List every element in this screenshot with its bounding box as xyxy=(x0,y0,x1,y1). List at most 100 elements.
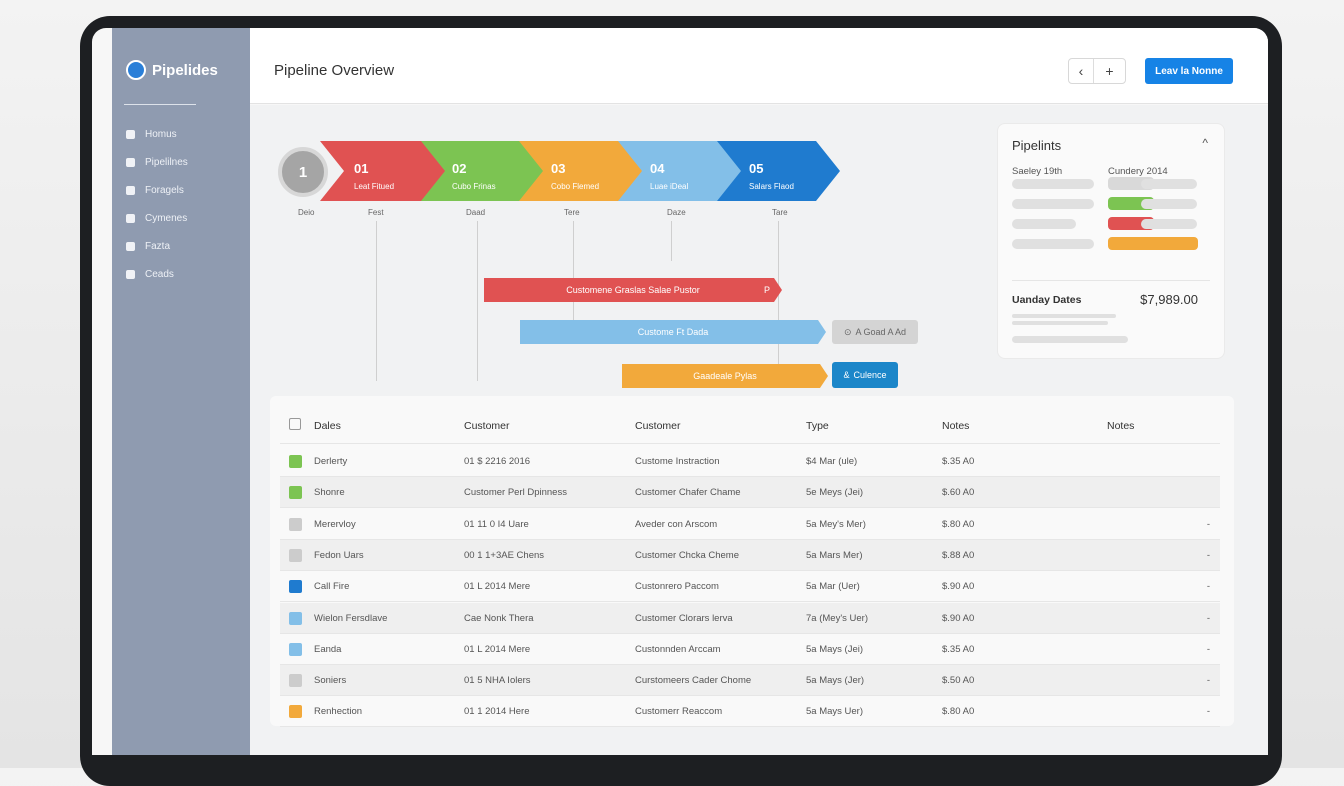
stage-number: 04 xyxy=(650,161,665,176)
placeholder-line xyxy=(1012,336,1128,343)
placeholder-bar xyxy=(1012,199,1094,209)
stage-start-circle[interactable]: 1 xyxy=(278,147,328,197)
folder-icon xyxy=(126,185,135,195)
timeline-bar[interactable]: Customene Graslas Salae Pustor P xyxy=(484,278,782,302)
header-button-group: ‹ + xyxy=(1068,58,1126,84)
chevron-up-icon[interactable]: ^ xyxy=(1202,136,1208,150)
table-cell: Wielon Fersdlave xyxy=(314,612,388,624)
table-cell: 01 1 2014 Here xyxy=(464,706,530,718)
timeline-tick: Tere xyxy=(564,208,580,217)
home-icon xyxy=(126,129,135,139)
sidebar-item-ceads[interactable]: Ceads xyxy=(126,260,188,288)
table-cell: Cae Nonk Thera xyxy=(464,612,534,624)
app-name: Pipelides xyxy=(152,61,218,79)
checkbox-icon[interactable] xyxy=(289,418,301,430)
table-cell: - xyxy=(1206,549,1210,561)
table-row[interactable]: Eanda 01 L 2014 Mere Custonnden Arccam 5a M… xyxy=(280,634,1220,665)
table-cell: 01 5 NHA Iolers xyxy=(464,675,531,687)
placeholder-bar xyxy=(1141,199,1197,209)
placeholder-bar xyxy=(1012,239,1094,249)
table-cell: 01 L 2014 Mere xyxy=(464,581,531,593)
placeholder-bar xyxy=(1141,219,1197,229)
pipeline-stage-04[interactable]: 04 Luae iDeal xyxy=(616,141,741,201)
plus-icon[interactable]: + xyxy=(1093,59,1125,83)
table-row[interactable]: Wielon Fersdlave Cae Nonk Thera Customer C… xyxy=(280,602,1220,634)
table-cell: $4 Mar (ule) xyxy=(806,456,858,467)
primary-button[interactable]: Leav la Nonne xyxy=(1145,58,1233,84)
table-cell: - xyxy=(1206,643,1210,655)
sidebar-item-fazta[interactable]: Fazta xyxy=(126,232,188,260)
app-logo[interactable]: Pipelides xyxy=(126,60,218,80)
table-row[interactable]: Renhection 01 1 2014 Here Customerr Reacco… xyxy=(280,696,1220,728)
table-cell: 5a Mays Uer) xyxy=(806,706,864,718)
timeline-tick: Tare xyxy=(772,208,788,217)
column-header[interactable]: Customer xyxy=(635,420,681,432)
column-header[interactable]: Type xyxy=(806,420,829,432)
table-cell: $.60 A0 xyxy=(942,487,975,499)
table-cell: Customer Chafer Chame xyxy=(635,487,741,499)
status-swatch xyxy=(289,611,302,625)
table-cell: - xyxy=(1206,581,1210,593)
table-cell: 5a Mays (Jer) xyxy=(806,675,865,687)
table-cell: Fedon Uars xyxy=(314,549,364,561)
stage-label: Salars Flaod xyxy=(749,182,794,191)
table-cell: Curstomeers Cader Chome xyxy=(635,675,752,687)
table-row[interactable]: Soniers 01 5 NHA Iolers Curstomeers Cader … xyxy=(280,665,1220,697)
timeline-bar[interactable]: Custome Ft Dada xyxy=(520,320,826,344)
table-cell: Custome Instraction xyxy=(635,456,720,467)
table-row[interactable]: Shonre Customer Perl Dpinness Customer Cha… xyxy=(280,477,1220,509)
tag-label: Culence xyxy=(853,370,887,380)
table-cell: - xyxy=(1206,706,1210,718)
table-cell: 5a Mars Mer) xyxy=(806,549,863,561)
column-header[interactable]: Notes xyxy=(1107,420,1135,432)
sidebar-item-foragels[interactable]: Foragels xyxy=(126,176,188,204)
timeline-bar[interactable]: Gaadeale Pylas xyxy=(622,364,828,388)
stage-label: Cubo Frinas xyxy=(452,182,496,191)
column-header[interactable]: Dales xyxy=(314,420,341,432)
status-swatch xyxy=(289,705,302,719)
bar-tag[interactable]: ⊙ A Goad A Ad xyxy=(832,320,918,344)
table-cell: Soniers xyxy=(314,675,347,687)
table-cell: Shonre xyxy=(314,487,345,499)
bar-tag[interactable]: & Culence xyxy=(832,362,898,388)
divider xyxy=(1012,280,1210,281)
stage-number: 03 xyxy=(551,161,566,176)
table-cell: 5a Mar (Uer) xyxy=(806,581,860,593)
timeline-tick: Daad xyxy=(466,208,486,217)
timeline-tick: Daze xyxy=(667,208,686,217)
sidebar-item-homus[interactable]: Homus xyxy=(126,120,188,148)
table-row[interactable]: Derlerty 01 $ 2216 2016 Custome Instractio… xyxy=(280,446,1220,477)
status-swatch xyxy=(289,486,302,500)
sidebar-item-cymenes[interactable]: Cymenes xyxy=(126,204,188,232)
pipeline-stage-01[interactable]: 01 Leat Fitued xyxy=(320,141,445,201)
card-col2: Cundery 2014 xyxy=(1108,166,1168,177)
table-cell: Call Fire xyxy=(314,581,350,593)
table-cell: $.50 A0 xyxy=(942,675,975,687)
table-cell: $.80 A0 xyxy=(942,518,975,530)
sidebar-item-pipelilnes[interactable]: Pipelilnes xyxy=(126,148,188,176)
table-cell: Customerr Reaccom xyxy=(635,706,723,718)
column-header[interactable]: Customer xyxy=(464,420,510,432)
table-row[interactable]: Fedon Uars 00 1 1+3AE Chens Customer Chcka… xyxy=(280,539,1220,571)
sidebar-nav: Homus Pipelilnes Foragels Cymenes Fazta Ceads xyxy=(126,120,188,288)
timeline-line xyxy=(573,221,574,321)
card-col1: Saeley 19th xyxy=(1012,166,1063,177)
table-cell: Custonrero Paccom xyxy=(635,581,719,593)
main-content: 1 Pipelints ^ Saeley 19th Cundery 2014 U… xyxy=(250,105,1268,755)
table-row[interactable]: Call Fire 01 L 2014 Mere Custonrero Paccom… xyxy=(280,571,1220,603)
sidebar-item-label: Foragels xyxy=(145,184,184,196)
sidebar-item-label: Pipelilnes xyxy=(145,156,188,168)
table-row[interactable]: Merervloy 01 11 0 I4 Uare Aveder con Arsco… xyxy=(280,509,1220,540)
table-cell: 7a (Mey's Uer) xyxy=(806,612,868,624)
bar-label: Customene Graslas Salae Pustor xyxy=(566,285,700,295)
column-header[interactable]: Notes xyxy=(942,420,970,432)
table-header: Dales Customer Customer Type Notes Notes xyxy=(280,408,1220,444)
tag-label: A Goad A Ad xyxy=(855,327,907,337)
table-cell: Customer Perl Dpinness xyxy=(464,487,567,499)
status-swatch xyxy=(289,642,302,656)
table-cell: 01 $ 2216 2016 xyxy=(464,456,531,467)
table-cell: - xyxy=(1206,612,1210,624)
data-table: Dales Customer Customer Type Notes Notes Derle… xyxy=(270,396,1234,728)
sidebar-item-label: Fazta xyxy=(145,240,171,252)
chevron-left-icon[interactable]: ‹ xyxy=(1078,63,1084,79)
